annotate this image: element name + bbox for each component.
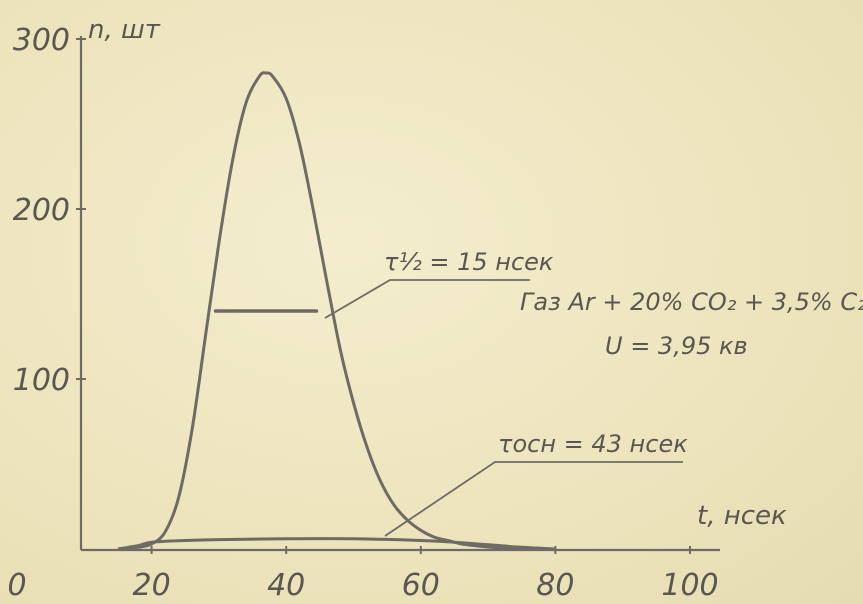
tau-half-annotation: τ½ = 15 нсек (384, 248, 554, 276)
x-tick-label: 100 (661, 568, 718, 603)
x-tick-label: 20 (133, 568, 171, 603)
tau-base-annotation: τосн = 43 нсек (498, 430, 688, 458)
axes (79, 36, 720, 552)
x-axis-label: t, нсек (697, 501, 787, 531)
tau-half-leader (324, 279, 530, 319)
x-tick-label: 0 (7, 568, 26, 603)
base-curve (117, 537, 556, 551)
y-axis-label: n, шт (88, 15, 161, 45)
x-tick-label: 60 (402, 568, 440, 603)
gas-annotation: Газ Ar + 20% CO₂ + 3,5% C₂H₅OH (520, 288, 863, 316)
series (117, 71, 556, 551)
y-tick-label: 200 (13, 193, 70, 228)
voltage-annotation: U = 3,95 кв (605, 332, 748, 360)
x-tick-label: 40 (267, 568, 305, 603)
x-tick-label: 80 (536, 568, 574, 603)
y-tick-label: 100 (13, 363, 70, 398)
y-tick-label: 300 (13, 23, 70, 58)
ticks: 0 20 40 60 80 100 100 200 300 (7, 23, 718, 603)
tau-base-leader (384, 461, 683, 537)
